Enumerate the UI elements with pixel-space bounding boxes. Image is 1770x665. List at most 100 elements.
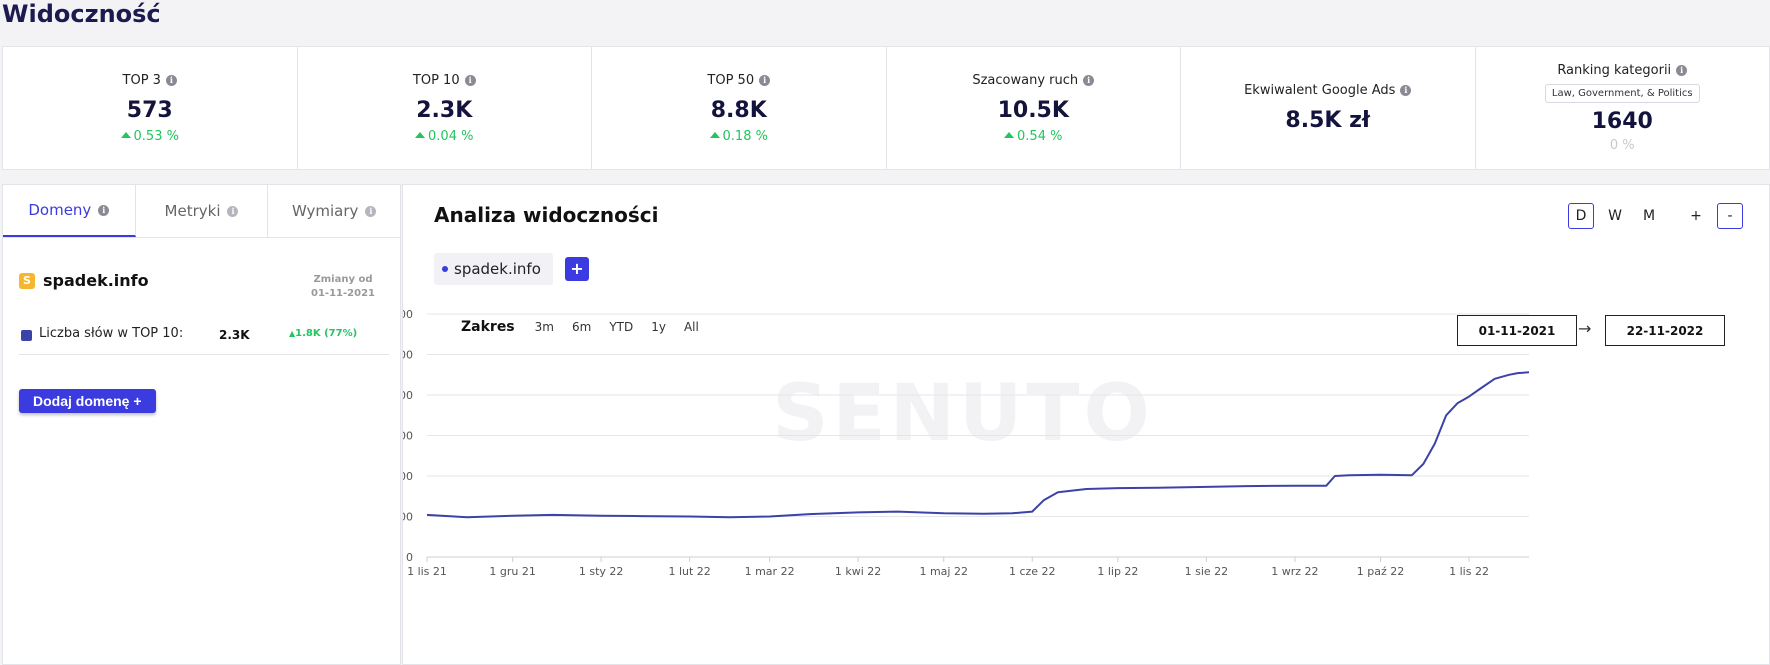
range-6m-button[interactable]: 6m (571, 320, 592, 334)
metric-change-pct: (77%) (324, 328, 358, 339)
x-tick-label: 1 lis 21 (407, 565, 447, 578)
kpi-label: TOP 50 (707, 72, 755, 88)
domain-header: S spadek.info (19, 271, 149, 290)
date-to-input[interactable]: 22-11-2022 (1605, 315, 1725, 346)
page-title: Widoczność (2, 0, 161, 28)
x-tick-label: 1 lip 22 (1097, 565, 1138, 578)
add-domain-button[interactable]: Dodaj domenę + (19, 389, 156, 413)
arrow-up-icon: ▲ (289, 329, 296, 338)
info-icon[interactable]: i (165, 74, 177, 86)
line-chart: SENUTO 0 500 1000 1500 2000 2500 3000 1 lis 21… (403, 308, 1530, 578)
period-day-button[interactable]: D (1568, 203, 1594, 229)
arrow-up-icon (709, 132, 720, 138)
x-tick-label: 1 maj 22 (919, 565, 968, 578)
x-tick-label: 1 lut 22 (668, 565, 710, 578)
zoom-in-button[interactable]: + (1690, 208, 1702, 224)
kpi-value: 1640 (1591, 109, 1653, 134)
kpi-row: TOP 3 i 573 0.53 % TOP 10 i 2.3K 0.04 % TO… (2, 46, 1770, 170)
date-from-input[interactable]: 01-11-2021 (1457, 315, 1577, 346)
category-badge: Law, Government, & Politics (1544, 84, 1700, 103)
kpi-category-ranking: Ranking kategorii i Law, Government, & Po… (1476, 47, 1770, 169)
zoom-buttons: + - (1683, 203, 1743, 229)
arrow-up-icon (1004, 132, 1015, 138)
x-axis-ticks: 1 lis 21 1 gru 21 1 sty 22 1 lut 22 1 mar 22… (407, 557, 1489, 578)
kpi-change: 0.54 % (1017, 128, 1063, 144)
tab-wymiary[interactable]: Wymiary i (268, 185, 400, 237)
chart-grid (427, 313, 1529, 558)
changes-since-label: Zmiany od (313, 274, 373, 285)
metric-label: Liczba słów w TOP 10: (39, 326, 184, 341)
kpi-top3: TOP 3 i 573 0.53 % (3, 47, 298, 169)
kpi-value: 8.5K zł (1285, 108, 1371, 133)
period-week-button[interactable]: W (1608, 208, 1622, 224)
date-arrow: → (1578, 319, 1592, 338)
range-ytd-button[interactable]: YTD (609, 320, 634, 334)
period-month-button[interactable]: M (1642, 208, 1656, 224)
y-tick-label: 1500 (403, 430, 413, 443)
x-tick-label: 1 gru 21 (489, 565, 535, 578)
x-tick-label: 1 paź 22 (1357, 565, 1405, 578)
tab-label: Domeny (28, 201, 92, 219)
info-icon[interactable]: i (1676, 65, 1688, 76)
range-1y-button[interactable]: 1y (651, 320, 666, 334)
range-label: Zakres (461, 319, 515, 335)
kpi-ads-equivalent: Ekwiwalent Google Ads i 8.5K zł (1181, 47, 1476, 169)
metric-row[interactable]: Liczba słów w TOP 10: 2.3K ▲1.8K (77%) (19, 325, 389, 355)
metric-change-value: 1.8K (295, 328, 321, 339)
info-icon[interactable]: i (464, 74, 476, 86)
kpi-change: 0 % (1609, 138, 1635, 153)
chart-series (426, 371, 1530, 519)
domain-name[interactable]: spadek.info (43, 271, 149, 290)
kpi-change: 0.04 % (428, 128, 474, 144)
info-icon[interactable]: i (1083, 74, 1095, 86)
y-tick-label: 2500 (403, 349, 413, 362)
range-3m-button[interactable]: 3m (534, 320, 554, 334)
domain-favicon-icon: S (19, 272, 35, 289)
kpi-change: 0.53 % (133, 128, 179, 144)
y-tick-label: 0 (406, 551, 413, 564)
y-tick-label: 1000 (403, 470, 413, 483)
arrow-up-icon (415, 132, 426, 138)
info-icon: i (98, 204, 110, 216)
kpi-top10: TOP 10 i 2.3K 0.04 % (298, 47, 592, 169)
series-dot-icon (442, 266, 448, 272)
changes-since-date: 01-11-2021 (311, 288, 375, 299)
chart-title: Analiza widoczności (434, 203, 659, 227)
info-icon[interactable]: i (1400, 85, 1412, 96)
panel-tabs: Domeny i Metryki i Wymiary i (3, 185, 400, 238)
kpi-value: 573 (126, 97, 173, 123)
series-color-swatch[interactable] (21, 330, 32, 341)
info-icon: i (365, 205, 377, 217)
y-tick-label: 3000 (403, 308, 413, 321)
watermark: SENUTO (772, 369, 1154, 459)
kpi-label: TOP 10 (412, 72, 460, 88)
kpi-value: 8.8K (710, 97, 767, 123)
kpi-label: Szacowany ruch (972, 72, 1079, 88)
arrow-up-icon (120, 132, 131, 138)
x-tick-label: 1 lis 22 (1449, 565, 1489, 578)
x-tick-label: 1 kwi 22 (835, 565, 881, 578)
range-all-button[interactable]: All (683, 320, 699, 334)
series-line[interactable] (426, 371, 1530, 519)
kpi-label: Ekwiwalent Google Ads (1244, 83, 1396, 98)
visibility-chart-panel: Analiza widoczności D W M + - spadek.inf… (402, 184, 1770, 665)
period-buttons: D W M (1568, 203, 1662, 229)
range-selector: Zakres 3m 6m YTD 1y All (461, 319, 717, 335)
add-series-button[interactable]: + (565, 257, 589, 281)
domains-panel: Domeny i Metryki i Wymiary i S spadek.info … (2, 184, 401, 665)
tab-label: Metryki (164, 202, 221, 220)
tab-metryki[interactable]: Metryki i (136, 185, 269, 237)
y-tick-label: 2000 (403, 389, 413, 402)
kpi-value: 2.3K (416, 97, 473, 123)
tab-domeny[interactable]: Domeny i (3, 185, 136, 237)
tab-label: Wymiary (291, 202, 359, 220)
metric-value: 2.3K (219, 328, 250, 342)
info-icon[interactable]: i (759, 74, 771, 86)
x-tick-label: 1 sty 22 (579, 565, 624, 578)
x-tick-label: 1 sie 22 (1185, 565, 1229, 578)
y-tick-label: 500 (403, 511, 413, 524)
kpi-change: 0.18 % (722, 128, 768, 144)
x-tick-label: 1 cze 22 (1009, 565, 1056, 578)
series-chip[interactable]: spadek.info (434, 253, 553, 285)
zoom-out-button[interactable]: - (1717, 203, 1743, 229)
